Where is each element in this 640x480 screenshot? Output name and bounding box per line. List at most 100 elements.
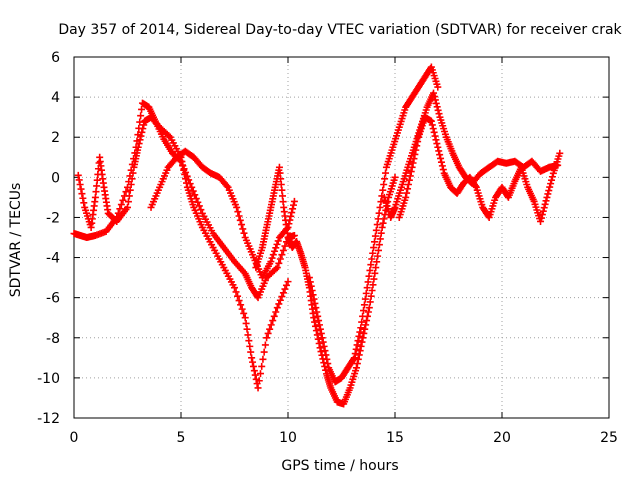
data-point (435, 110, 443, 118)
data-point (371, 238, 379, 246)
data-point (281, 285, 289, 293)
data-point (370, 244, 378, 252)
chart-title: Day 357 of 2014, Sidereal Day-to-day VTE… (58, 22, 622, 38)
data-point (117, 201, 125, 209)
plot-frame (73, 56, 610, 419)
data-point (266, 325, 274, 333)
data-point (367, 261, 375, 269)
data-point (268, 254, 276, 262)
data-point (261, 341, 269, 349)
data-point (134, 143, 142, 151)
data-point (434, 83, 442, 91)
data-point (318, 334, 326, 342)
data-point (381, 175, 389, 183)
data-point (312, 327, 320, 335)
data-point (259, 355, 267, 363)
data-point (408, 163, 416, 171)
data-point (279, 246, 287, 254)
data-point (431, 132, 439, 140)
data-point (247, 348, 255, 356)
data-point (349, 355, 357, 363)
data-point (306, 278, 314, 286)
data-point (432, 136, 440, 144)
data-point (124, 203, 131, 211)
data-point (116, 205, 124, 213)
data-point (382, 169, 390, 177)
data-point (537, 217, 545, 225)
data-point (129, 169, 137, 177)
data-point (414, 138, 422, 146)
data-point (359, 312, 367, 320)
data-point (251, 371, 259, 379)
data-point (323, 355, 331, 363)
data-point (269, 251, 277, 259)
data-point (254, 384, 262, 392)
data-point (231, 284, 238, 292)
satellite-track-2 (74, 113, 292, 392)
y-tick-label: -8 (46, 331, 60, 347)
data-point (274, 237, 282, 245)
data-point (125, 192, 133, 200)
data-point (434, 106, 442, 114)
data-point (374, 215, 382, 223)
data-point (75, 176, 83, 184)
data-point (179, 162, 187, 170)
data-point (79, 194, 87, 202)
data-point (435, 147, 443, 155)
data-point (267, 258, 275, 266)
data-point (537, 214, 545, 222)
y-tick-label: -10 (37, 371, 60, 387)
data-point (407, 168, 415, 176)
data-point (406, 172, 414, 180)
data-point (371, 269, 379, 277)
x-tick-label: 15 (386, 430, 404, 446)
data-point (367, 292, 375, 300)
data-point (313, 331, 321, 339)
data-point (376, 235, 384, 243)
data-point (431, 96, 439, 104)
data-point (363, 284, 371, 292)
data-point (324, 360, 332, 368)
data-point (290, 231, 298, 239)
data-point (372, 226, 380, 234)
data-point (538, 211, 546, 219)
data-point (366, 298, 374, 306)
data-point (74, 171, 82, 179)
data-point (282, 281, 290, 289)
data-point (372, 264, 380, 272)
data-point (240, 309, 248, 317)
data-point (437, 158, 445, 166)
data-point (364, 278, 372, 286)
data-point (183, 179, 191, 187)
data-point (236, 216, 244, 224)
data-point (373, 258, 381, 266)
data-point (308, 287, 316, 295)
data-point (430, 89, 438, 97)
data-point (547, 180, 555, 188)
data-point (411, 150, 419, 158)
data-point (409, 159, 417, 167)
data-point (136, 136, 144, 144)
data-point (317, 348, 325, 356)
data-point (314, 335, 322, 343)
data-point (243, 325, 251, 333)
data-point (410, 155, 418, 163)
data-point (309, 291, 317, 299)
data-point (438, 162, 446, 170)
data-point (404, 180, 412, 188)
data-point (284, 278, 292, 286)
data-point (545, 187, 553, 195)
data-point (244, 331, 252, 339)
data-point (546, 183, 554, 191)
data-point (255, 377, 263, 385)
x-axis-label: GPS time / hours (281, 458, 398, 474)
y-tick-label: -4 (46, 251, 60, 267)
data-point (275, 259, 283, 267)
y-tick-labels: -12 -10 -8 -6 -4 -2 0 2 4 6 (37, 50, 60, 427)
data-point (365, 304, 373, 312)
data-point (278, 293, 286, 301)
data-point (377, 198, 385, 206)
data-point (380, 180, 388, 188)
data-point (273, 264, 281, 272)
data-point (430, 128, 438, 136)
